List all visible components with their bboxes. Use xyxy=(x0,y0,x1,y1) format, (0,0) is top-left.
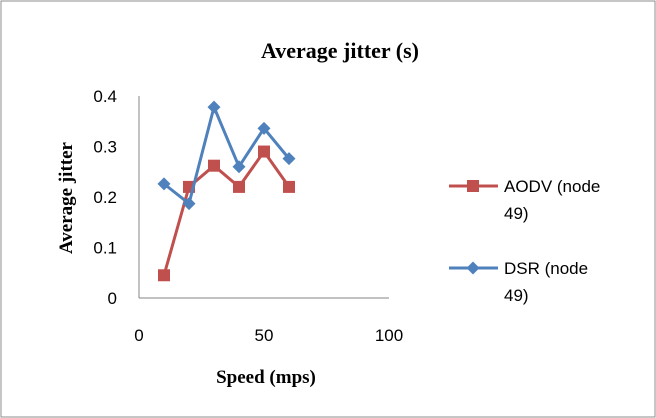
data-point-dsr xyxy=(182,197,196,211)
y-tick-label: 0.4 xyxy=(93,87,117,106)
data-point-dsr xyxy=(232,160,246,174)
data-point-aodv xyxy=(233,180,245,193)
x-tick-label: 0 xyxy=(134,326,143,345)
legend-label-dsr: DSR (node xyxy=(504,259,588,278)
data-point-aodv xyxy=(158,269,170,282)
x-tick-label: 100 xyxy=(375,326,403,345)
legend-label-aodv: AODV (node xyxy=(504,177,600,196)
legend-marker-aodv xyxy=(467,180,479,192)
y-tick-label: 0.1 xyxy=(93,239,117,258)
y-axis-title: Average jitter xyxy=(56,141,77,254)
data-point-dsr xyxy=(282,152,296,166)
x-tick-labels: 0 50 100 xyxy=(134,326,403,345)
x-tick-label: 50 xyxy=(255,326,274,345)
series-dsr xyxy=(157,100,296,211)
data-point-aodv xyxy=(283,180,295,193)
series-layer xyxy=(157,100,296,282)
legend-marker-dsr xyxy=(466,261,480,275)
data-point-aodv xyxy=(208,159,220,172)
y-tick-label: 0.2 xyxy=(93,188,117,207)
legend: AODV (node 49) DSR (node 49) xyxy=(449,177,600,305)
data-point-dsr xyxy=(157,177,171,191)
chart-title: Average jitter (s) xyxy=(261,38,419,63)
y-tick-label: 0 xyxy=(108,289,117,308)
y-tick-label: 0.3 xyxy=(93,138,117,157)
legend-label-dsr: 49) xyxy=(504,286,529,305)
data-point-aodv xyxy=(258,145,270,158)
data-point-dsr xyxy=(207,100,221,114)
data-point-dsr xyxy=(257,121,271,135)
x-axis-title: Speed (mps) xyxy=(216,367,316,388)
legend-label-aodv: 49) xyxy=(504,204,529,223)
y-tick-labels: 0 0.1 0.2 0.3 0.4 xyxy=(93,87,117,308)
series-line-dsr xyxy=(163,105,291,206)
